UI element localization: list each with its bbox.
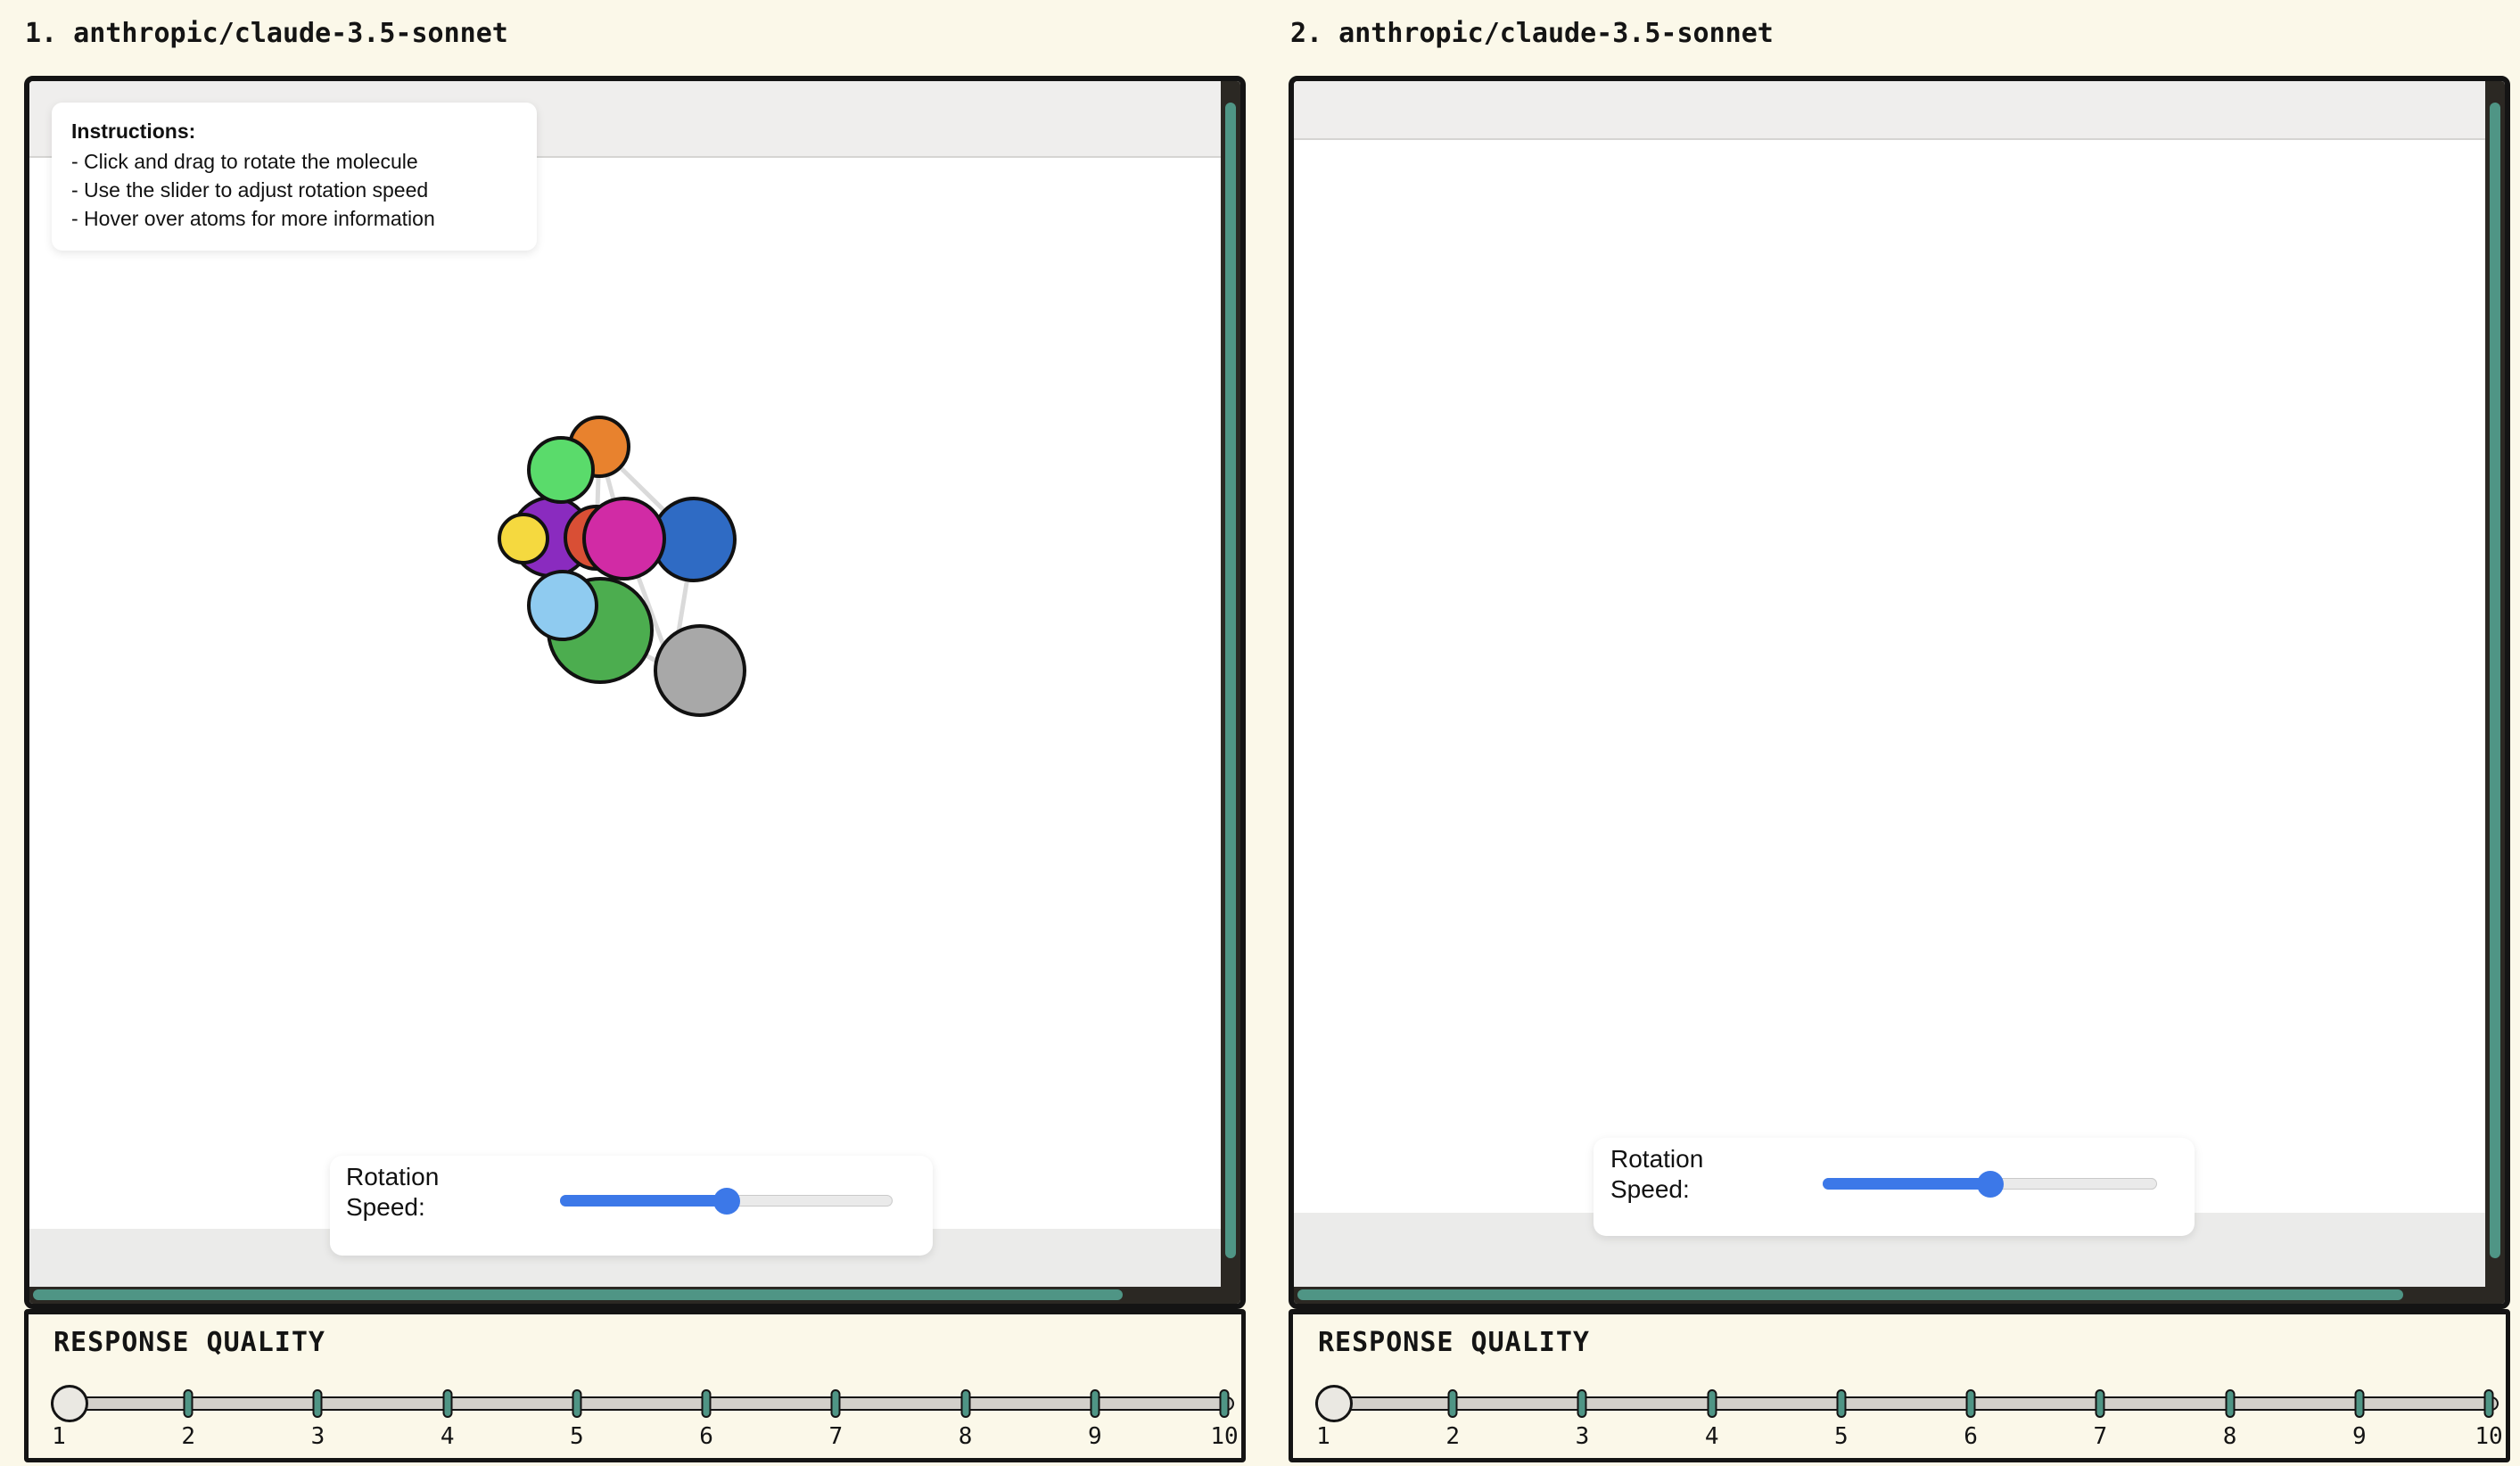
quality-scale-label-4: 4 [1704,1423,1719,1450]
quality-scale-label-4: 4 [440,1423,455,1450]
embed-toolbar [1294,81,2505,140]
quality-scale-label-1: 1 [52,1423,66,1450]
response-quality-box-1: RESPONSE QUALITY 1 2 3 4 5 6 7 8 9 10 [24,1309,1246,1462]
quality-scale-label-9: 9 [2351,1423,2367,1450]
atom-gray[interactable] [654,624,746,717]
response-quality-slider[interactable]: 1 2 3 4 5 6 7 8 9 10 [1315,1384,2503,1455]
quality-tick-3[interactable] [1577,1389,1587,1418]
vertical-scrollbar[interactable] [1221,81,1240,1287]
horizontal-scrollbar-thumb[interactable] [33,1289,1123,1300]
rotation-speed-slider[interactable] [1823,1170,2157,1198]
rotation-slider-fill [1823,1178,1989,1190]
rotation-slider-thumb[interactable] [712,1187,740,1215]
molecule-canvas[interactable] [29,156,1223,1229]
quality-slider-track[interactable] [51,1396,1234,1411]
horizontal-scrollbar[interactable] [29,1287,1240,1304]
quality-scale-label-10: 10 [2475,1423,2503,1450]
model-viewer-frame-2: Rotation Speed: [1289,76,2510,1309]
horizontal-scrollbar[interactable] [1294,1287,2505,1304]
quality-tick-10[interactable] [1219,1389,1230,1418]
quality-tick-9[interactable] [1090,1389,1100,1418]
rotation-slider-fill [560,1195,726,1207]
vertical-scrollbar-thumb[interactable] [2490,103,2500,1258]
quality-slider-handle[interactable] [51,1385,88,1422]
instruction-item: - Use the slider to adjust rotation spee… [71,178,429,202]
quality-scale-label-1: 1 [1316,1423,1330,1450]
quality-tick-10[interactable] [2483,1389,2494,1418]
atom-light-blue[interactable] [527,570,598,641]
quality-tick-8[interactable] [960,1389,971,1418]
instructions-heading: Instructions: [71,119,196,143]
quality-scale-label-3: 3 [1575,1423,1590,1450]
rotation-speed-label: Rotation Speed: [346,1163,440,1221]
quality-scale-label-9: 9 [1087,1423,1102,1450]
instructions-box: Instructions: - Click and drag to rotate… [52,103,537,251]
quality-tick-5[interactable] [1836,1389,1847,1418]
quality-tick-9[interactable] [2354,1389,2365,1418]
quality-scale-label-7: 7 [2093,1423,2108,1450]
quality-tick-7[interactable] [2095,1389,2105,1418]
quality-scale-label-8: 8 [2222,1423,2237,1450]
quality-slider-handle[interactable] [1315,1385,1353,1422]
quality-scale-label-2: 2 [181,1423,196,1450]
horizontal-scrollbar-thumb[interactable] [1297,1289,2403,1300]
quality-tick-3[interactable] [312,1389,323,1418]
quality-tick-4[interactable] [442,1389,453,1418]
response-quality-box-2: RESPONSE QUALITY 1 2 3 4 5 6 7 8 9 10 [1289,1309,2510,1462]
atom-yellow[interactable] [498,513,549,564]
response-quality-title: RESPONSE QUALITY [54,1327,325,1358]
response-quality-title: RESPONSE QUALITY [1318,1327,1590,1358]
rotation-speed-label: Rotation Speed: [1610,1145,1704,1203]
quality-slider-track[interactable] [1315,1396,2499,1411]
response-quality-slider[interactable]: 1 2 3 4 5 6 7 8 9 10 [51,1384,1239,1455]
quality-tick-6[interactable] [701,1389,712,1418]
quality-scale-label-6: 6 [1964,1423,1978,1450]
model-title-1: 1. anthropic/claude-3.5-sonnet [25,18,508,49]
atom-magenta[interactable] [582,497,666,581]
quality-scale-label-5: 5 [570,1423,584,1450]
rotation-speed-slider[interactable] [560,1187,893,1215]
quality-scale-label-7: 7 [828,1423,844,1450]
quality-scale-label-10: 10 [1210,1423,1239,1450]
quality-tick-2[interactable] [183,1389,194,1418]
molecule-canvas[interactable] [1294,138,2487,1213]
quality-tick-6[interactable] [1965,1389,1976,1418]
quality-scale-label-2: 2 [1445,1423,1461,1450]
instruction-item: - Click and drag to rotate the molecule [71,150,418,173]
quality-scale-label-3: 3 [310,1423,325,1450]
quality-tick-7[interactable] [830,1389,841,1418]
quality-tick-5[interactable] [572,1389,582,1418]
vertical-scrollbar-thumb[interactable] [1225,103,1236,1258]
model-viewer-frame-1: Rotation Speed: Instructions: - Click an… [24,76,1246,1309]
quality-scale-label-6: 6 [699,1423,713,1450]
quality-scale-label-8: 8 [958,1423,973,1450]
quality-scale-label-5: 5 [1834,1423,1849,1450]
atom-light-green[interactable] [527,436,595,504]
rotation-slider-thumb[interactable] [1976,1170,2004,1198]
vertical-scrollbar[interactable] [2485,81,2505,1287]
instruction-item: - Hover over atoms for more information [71,207,435,230]
model-title-2: 2. anthropic/claude-3.5-sonnet [1290,18,1774,49]
quality-tick-8[interactable] [2225,1389,2236,1418]
quality-tick-4[interactable] [1707,1389,1717,1418]
quality-tick-2[interactable] [1447,1389,1458,1418]
